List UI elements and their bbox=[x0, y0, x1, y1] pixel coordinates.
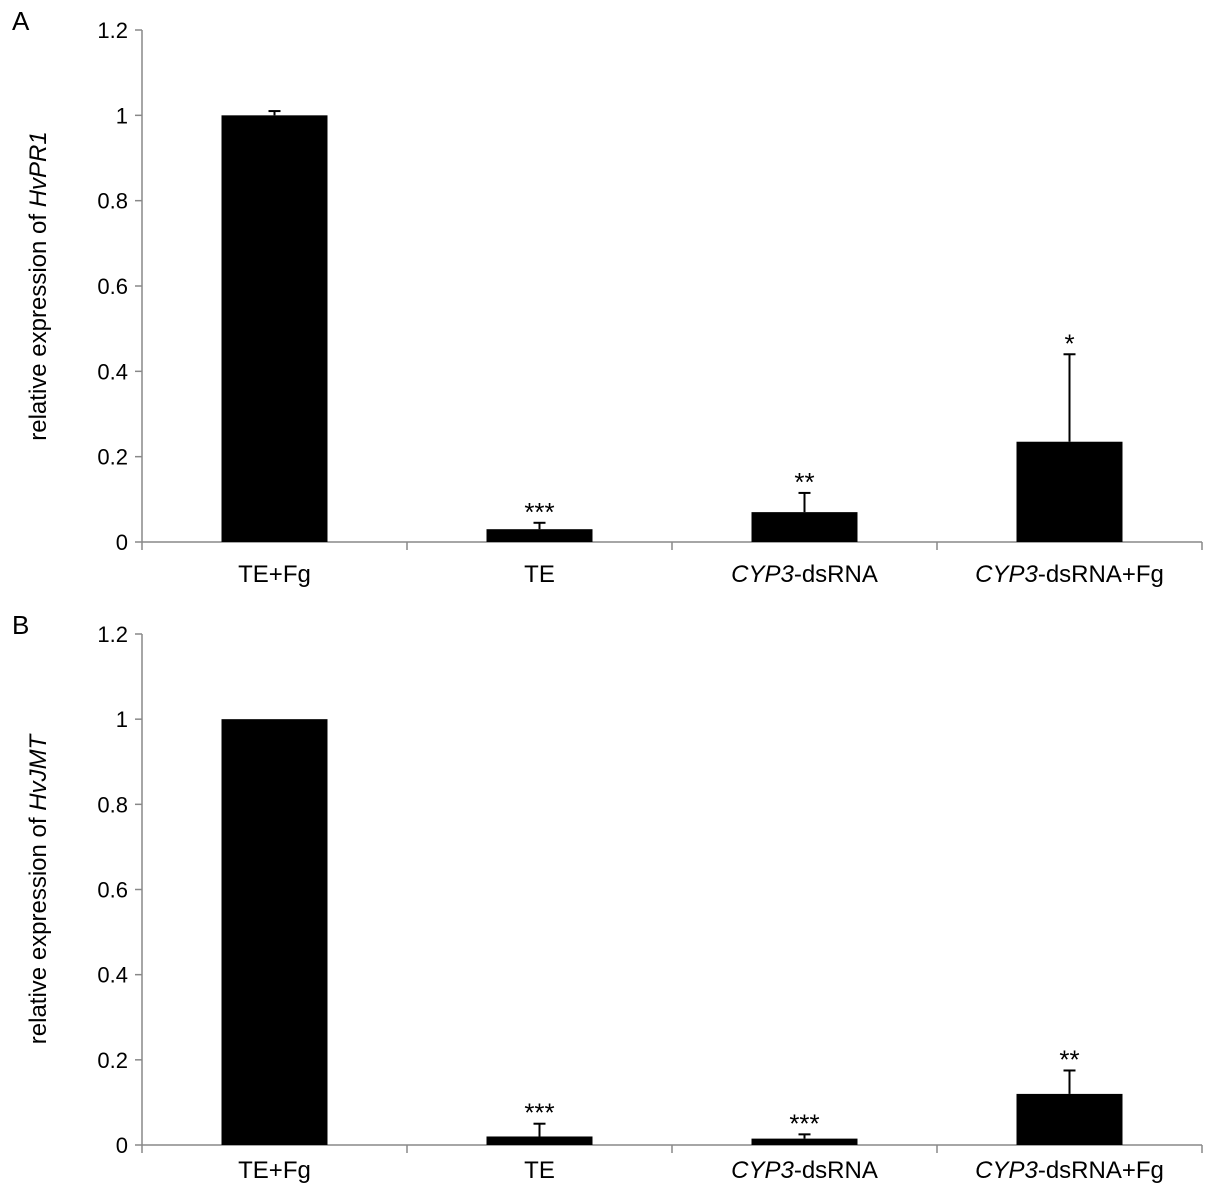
bar bbox=[1016, 441, 1123, 542]
significance-marker: *** bbox=[524, 497, 554, 527]
category-label-italic: CYP3 bbox=[731, 1157, 794, 1184]
x-category-label: CYP3-dsRNA bbox=[731, 561, 878, 588]
y-tick-label: 1.2 bbox=[97, 18, 128, 43]
bar bbox=[751, 512, 858, 542]
x-category-label: TE+Fg bbox=[238, 1157, 311, 1184]
y-tick-label: 0.6 bbox=[97, 274, 128, 299]
y-axis-label: relative expression of HvPR1 bbox=[25, 131, 52, 440]
y-tick-label: 0.4 bbox=[97, 359, 128, 384]
category-label-italic: CYP3 bbox=[731, 561, 794, 588]
y-tick-label: 0.8 bbox=[97, 189, 128, 214]
category-label-text: -dsRNA bbox=[794, 1157, 878, 1184]
y-tick-label: 0 bbox=[116, 530, 128, 555]
significance-marker: *** bbox=[524, 1098, 554, 1128]
y-tick-label: 0.6 bbox=[97, 878, 128, 903]
x-category-label: TE+Fg bbox=[238, 561, 311, 588]
bar bbox=[751, 1138, 858, 1145]
y-axis-label-gene: HvPR1 bbox=[25, 131, 52, 207]
y-axis-label: relative expression of HvJMT bbox=[25, 732, 52, 1044]
y-tick-label: 1 bbox=[116, 103, 128, 128]
category-label-text: -dsRNA+Fg bbox=[1038, 1157, 1164, 1184]
y-axis-label-gene: HvJMT bbox=[25, 732, 52, 810]
bar bbox=[221, 115, 328, 542]
chart-panel-a: A00.20.40.60.811.2TE+Fg***TE**CYP3-dsRNA… bbox=[12, 6, 1203, 588]
category-label-text: -dsRNA bbox=[794, 561, 878, 588]
x-category-label: TE bbox=[524, 1157, 555, 1184]
category-label-text: TE+Fg bbox=[238, 561, 311, 588]
bar bbox=[486, 529, 593, 542]
y-axis-label-text: relative expression of bbox=[25, 207, 52, 440]
significance-marker: *** bbox=[789, 1108, 819, 1138]
x-category-label: TE bbox=[524, 561, 555, 588]
y-tick-label: 1 bbox=[116, 707, 128, 732]
x-category-label: CYP3-dsRNA+Fg bbox=[975, 1157, 1164, 1184]
panel-label-a: A bbox=[12, 6, 30, 36]
significance-marker: * bbox=[1064, 328, 1074, 358]
y-tick-label: 0.2 bbox=[97, 445, 128, 470]
bar bbox=[221, 719, 328, 1145]
category-label-italic: CYP3 bbox=[975, 1157, 1038, 1184]
significance-marker: ** bbox=[1059, 1044, 1079, 1074]
category-label-text: TE bbox=[524, 561, 555, 588]
category-label-text: -dsRNA+Fg bbox=[1038, 561, 1164, 588]
bar bbox=[1016, 1093, 1123, 1145]
y-tick-label: 0.2 bbox=[97, 1048, 128, 1073]
category-label-text: TE bbox=[524, 1157, 555, 1184]
category-label-italic: CYP3 bbox=[975, 561, 1038, 588]
y-axis-label-text: relative expression of bbox=[25, 811, 52, 1044]
x-category-label: CYP3-dsRNA+Fg bbox=[975, 561, 1164, 588]
category-label-text: TE+Fg bbox=[238, 1157, 311, 1184]
y-tick-label: 0.8 bbox=[97, 792, 128, 817]
significance-marker: ** bbox=[794, 467, 814, 497]
y-tick-label: 0 bbox=[116, 1133, 128, 1158]
bar bbox=[486, 1136, 593, 1145]
y-tick-label: 0.4 bbox=[97, 963, 128, 988]
x-category-label: CYP3-dsRNA bbox=[731, 1157, 878, 1184]
y-tick-label: 1.2 bbox=[97, 622, 128, 647]
chart-panel-b: B00.20.40.60.811.2TE+Fg***TE***CYP3-dsRN… bbox=[12, 610, 1203, 1184]
panel-label-b: B bbox=[12, 610, 29, 640]
